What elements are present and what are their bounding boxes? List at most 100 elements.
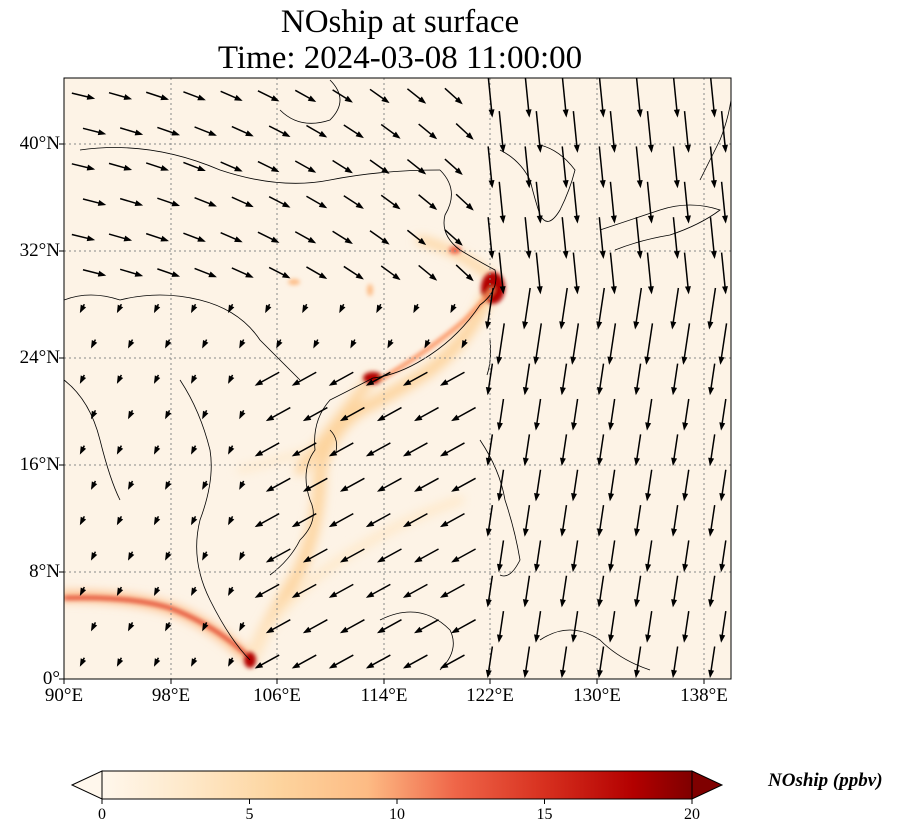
- wind-vector-head: [534, 634, 540, 643]
- wind-vector-head: [328, 379, 338, 386]
- wind-vector-head: [90, 622, 98, 632]
- wind-vector-head: [191, 375, 198, 384]
- wind-vector-shaft: [487, 78, 493, 116]
- wind-vector-head: [682, 422, 689, 431]
- wind-vector-head: [344, 237, 353, 245]
- wind-vector-head: [171, 271, 181, 277]
- wind-vector-head: [488, 180, 495, 189]
- wind-vector-head: [239, 622, 246, 632]
- wind-vector-shaft: [683, 111, 690, 152]
- wind-vector-head: [454, 96, 463, 105]
- wind-vector-head: [171, 200, 181, 207]
- wind-vector-head: [381, 166, 390, 174]
- wind-vector-head: [202, 622, 209, 632]
- wind-vector-head: [402, 520, 412, 528]
- wind-vector-shaft: [683, 181, 690, 222]
- wind-vector-head: [116, 375, 124, 384]
- wind-vector-head: [684, 286, 691, 295]
- wind-vector-head: [439, 520, 449, 528]
- wind-vector-head: [647, 215, 654, 224]
- wind-vector-head: [414, 485, 423, 492]
- wind-vector-head: [465, 273, 474, 282]
- wind-vector-head: [671, 457, 678, 467]
- wind-vector-head: [339, 485, 349, 492]
- map-panel: [64, 78, 731, 679]
- wind-vector-shaft: [598, 146, 605, 187]
- wind-vector-shaft: [709, 146, 716, 187]
- wind-vector-head: [123, 94, 133, 100]
- wind-vector-head: [191, 516, 198, 526]
- wind-vector-head: [414, 414, 423, 422]
- wind-vector-head: [596, 321, 603, 330]
- lon-tick-label: 114°E: [360, 685, 408, 706]
- wind-vector-head: [376, 414, 386, 422]
- wind-vector-head: [402, 379, 412, 386]
- wind-vector-shaft: [571, 323, 580, 364]
- wind-vector-head: [282, 201, 291, 208]
- wind-vector-head: [376, 485, 386, 492]
- wind-vector-head: [291, 379, 301, 386]
- wind-vector-shaft: [561, 78, 567, 116]
- wind-vector-head: [254, 449, 264, 457]
- wind-vector-head: [571, 493, 577, 502]
- wind-vector-head: [485, 457, 492, 467]
- wind-vector-head: [254, 379, 264, 386]
- wind-vector-head: [387, 340, 394, 349]
- wind-vector-head: [165, 552, 172, 561]
- wind-vector-head: [522, 457, 529, 467]
- wind-vector-head: [488, 109, 495, 118]
- wind-vector-shaft: [635, 146, 642, 187]
- wind-vector-head: [234, 236, 243, 243]
- wind-vector-head: [670, 321, 677, 330]
- wind-vector-head: [90, 410, 98, 420]
- wind-vector-head: [128, 552, 135, 561]
- wind-vector-head: [439, 449, 449, 457]
- wind-vector-shaft: [609, 111, 616, 152]
- wind-vector-head: [534, 422, 540, 431]
- wind-vector-head: [536, 215, 543, 224]
- wind-vector-head: [254, 662, 264, 669]
- wind-vector-head: [307, 166, 317, 173]
- wind-vector-head: [636, 250, 643, 259]
- wind-vector-head: [128, 622, 135, 632]
- wind-vector-head: [414, 556, 423, 563]
- wind-vector-head: [644, 356, 651, 365]
- wind-vector-head: [673, 250, 680, 259]
- wind-vector-head: [134, 129, 144, 136]
- wind-vector-shaft: [720, 181, 727, 222]
- map-background: [64, 78, 731, 679]
- wind-vector-head: [202, 552, 209, 561]
- wind-vector-head: [454, 167, 463, 176]
- wind-vector-head: [465, 202, 474, 211]
- wind-vector-head: [562, 109, 569, 118]
- wind-vector-head: [270, 95, 280, 102]
- wind-vector-head: [339, 304, 346, 314]
- wind-vector-head: [318, 130, 328, 138]
- graticule: [64, 78, 731, 679]
- wind-vector-head: [265, 485, 275, 492]
- wind-vector-head: [265, 556, 275, 563]
- wind-vector-head: [608, 563, 615, 573]
- wind-vector-head: [496, 422, 503, 431]
- wind-vector-head: [339, 556, 349, 563]
- wind-vector-head: [376, 626, 386, 634]
- wind-vector-head: [496, 563, 503, 573]
- wind-vector-head: [153, 446, 161, 455]
- wind-vector-head: [710, 109, 717, 118]
- wind-vector-head: [165, 410, 172, 420]
- wind-vector-shaft: [572, 111, 579, 152]
- wind-vector-head: [451, 556, 460, 563]
- wind-vector-shaft: [535, 252, 542, 293]
- wind-vector-head: [451, 485, 460, 492]
- wind-vector-head: [234, 165, 243, 172]
- wind-vector-shaft: [524, 78, 530, 116]
- wind-vector-head: [365, 449, 375, 457]
- wind-vector-head: [721, 215, 728, 224]
- lon-tick-label: 122°E: [466, 685, 514, 706]
- wind-vector-head: [608, 634, 615, 643]
- colorbar-tick-label: 0: [98, 806, 106, 823]
- wind-vector-head: [439, 379, 449, 386]
- wind-vector-head: [533, 356, 540, 365]
- wind-vector-head: [339, 626, 349, 634]
- wind-vector-head: [239, 481, 246, 490]
